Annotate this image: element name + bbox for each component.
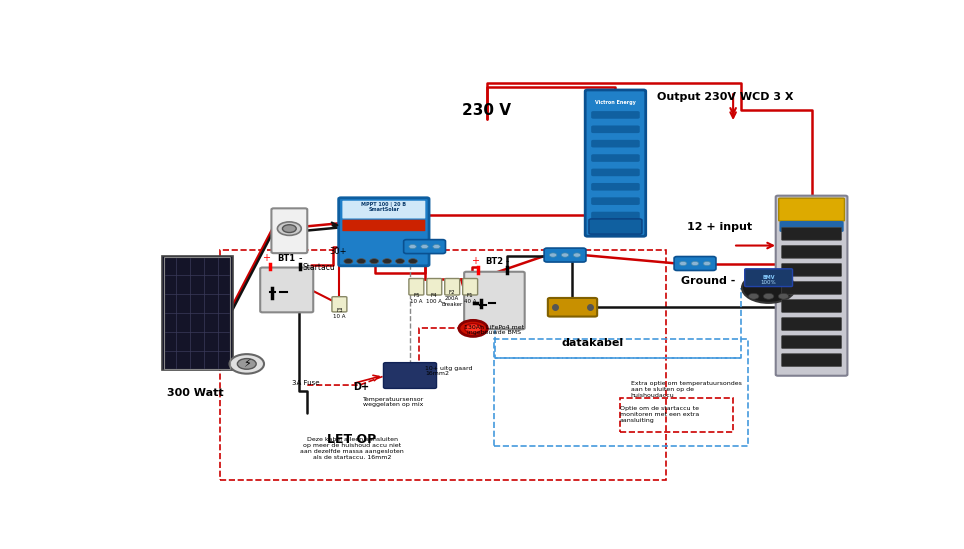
FancyBboxPatch shape <box>745 269 792 287</box>
FancyBboxPatch shape <box>782 354 842 366</box>
FancyBboxPatch shape <box>332 296 347 312</box>
Text: datakabel: datakabel <box>561 338 624 348</box>
FancyBboxPatch shape <box>782 336 842 349</box>
FancyBboxPatch shape <box>342 201 425 219</box>
Circle shape <box>229 354 264 374</box>
Text: 3A Fuse: 3A Fuse <box>292 380 319 386</box>
FancyBboxPatch shape <box>782 264 842 276</box>
FancyBboxPatch shape <box>591 126 640 133</box>
Circle shape <box>369 259 379 264</box>
Text: F5
10 A: F5 10 A <box>410 293 422 304</box>
Circle shape <box>574 253 580 257</box>
Text: D+: D+ <box>354 382 370 392</box>
Circle shape <box>421 244 428 249</box>
Circle shape <box>395 259 405 264</box>
Circle shape <box>344 259 353 264</box>
Circle shape <box>748 293 759 299</box>
Circle shape <box>409 259 417 264</box>
Text: 130Ah LiFePo4 met
ingebouwde BMS: 130Ah LiFePo4 met ingebouwde BMS <box>464 324 524 335</box>
Text: F1
40 A: F1 40 A <box>464 293 476 304</box>
Circle shape <box>742 273 795 303</box>
Circle shape <box>704 261 710 266</box>
FancyBboxPatch shape <box>409 278 424 295</box>
Circle shape <box>282 225 296 233</box>
FancyBboxPatch shape <box>591 183 640 191</box>
Text: Startacu: Startacu <box>303 262 335 272</box>
FancyBboxPatch shape <box>782 245 842 258</box>
FancyBboxPatch shape <box>338 198 429 266</box>
Text: SmartSolar: SmartSolar <box>368 207 399 212</box>
Text: LET OP: LET OP <box>328 434 377 446</box>
FancyBboxPatch shape <box>780 221 844 232</box>
FancyBboxPatch shape <box>465 272 524 329</box>
FancyBboxPatch shape <box>779 198 844 221</box>
Text: F3
10 A: F3 10 A <box>334 308 346 318</box>
Text: Victron Energy: Victron Energy <box>595 100 636 105</box>
FancyBboxPatch shape <box>384 363 437 389</box>
Text: Output 230V WCD 3 X: Output 230V WCD 3 X <box>657 92 794 102</box>
FancyBboxPatch shape <box>591 197 640 205</box>
Text: Extra optie om temperatuursondes
aan te sluiten op de
huishoudaccu: Extra optie om temperatuursondes aan te … <box>630 381 741 397</box>
Circle shape <box>465 323 482 333</box>
Text: ⚡: ⚡ <box>243 359 251 369</box>
Text: BMV: BMV <box>763 275 775 280</box>
FancyBboxPatch shape <box>463 278 477 295</box>
FancyBboxPatch shape <box>782 282 842 294</box>
Text: Temperatuursensor
weggelaten op mix: Temperatuursensor weggelaten op mix <box>362 396 424 407</box>
Text: +: + <box>262 253 270 264</box>
FancyBboxPatch shape <box>591 212 640 220</box>
Text: 12 + input: 12 + input <box>686 221 752 232</box>
Text: 100%: 100% <box>761 280 776 285</box>
FancyBboxPatch shape <box>591 111 640 119</box>
FancyBboxPatch shape <box>591 140 640 148</box>
Circle shape <box>278 222 302 236</box>
Circle shape <box>357 259 365 264</box>
Circle shape <box>433 244 441 249</box>
Text: -: - <box>506 256 509 266</box>
Text: Optie om de startaccu te
monitoren met een extra
aansluiting: Optie om de startaccu te monitoren met e… <box>620 406 699 423</box>
FancyBboxPatch shape <box>782 227 842 240</box>
FancyBboxPatch shape <box>544 248 586 262</box>
FancyBboxPatch shape <box>591 154 640 162</box>
Circle shape <box>237 358 256 369</box>
Circle shape <box>459 321 488 337</box>
FancyBboxPatch shape <box>548 298 597 317</box>
Text: 10+ uitg gaard
16mm2: 10+ uitg gaard 16mm2 <box>425 366 472 377</box>
FancyBboxPatch shape <box>272 208 308 253</box>
FancyBboxPatch shape <box>162 256 232 370</box>
FancyBboxPatch shape <box>776 195 847 376</box>
Circle shape <box>383 259 391 264</box>
FancyBboxPatch shape <box>427 278 442 295</box>
FancyBboxPatch shape <box>444 278 460 295</box>
Circle shape <box>680 261 686 266</box>
FancyBboxPatch shape <box>589 219 642 234</box>
FancyBboxPatch shape <box>404 239 445 254</box>
Text: 300 Watt: 300 Watt <box>167 389 224 399</box>
Text: 230 V: 230 V <box>462 103 511 118</box>
Circle shape <box>763 293 774 299</box>
FancyBboxPatch shape <box>674 256 716 271</box>
Circle shape <box>409 244 416 249</box>
Circle shape <box>778 293 789 299</box>
FancyBboxPatch shape <box>782 300 842 312</box>
Circle shape <box>691 261 699 266</box>
Text: BT2: BT2 <box>485 257 503 266</box>
Circle shape <box>561 253 569 257</box>
Text: 30+: 30+ <box>330 248 347 256</box>
FancyBboxPatch shape <box>591 169 640 176</box>
Text: BT1: BT1 <box>278 254 295 263</box>
FancyBboxPatch shape <box>260 267 313 312</box>
Text: F4
100 A: F4 100 A <box>426 293 442 304</box>
Text: MPPT 100 | 20 B: MPPT 100 | 20 B <box>362 201 407 206</box>
Text: -: - <box>298 253 302 264</box>
FancyBboxPatch shape <box>342 220 425 231</box>
Text: +: + <box>471 256 479 266</box>
Text: F2
200A
Breaker: F2 200A Breaker <box>442 290 463 307</box>
Circle shape <box>549 253 557 257</box>
Text: Ground -: Ground - <box>681 277 736 287</box>
FancyBboxPatch shape <box>585 90 646 236</box>
FancyBboxPatch shape <box>782 318 842 330</box>
Text: Deze kabel alleen aansluiten
op meer de huishoud accu niet
aan dezelfde massa aa: Deze kabel alleen aansluiten op meer de … <box>300 437 404 460</box>
